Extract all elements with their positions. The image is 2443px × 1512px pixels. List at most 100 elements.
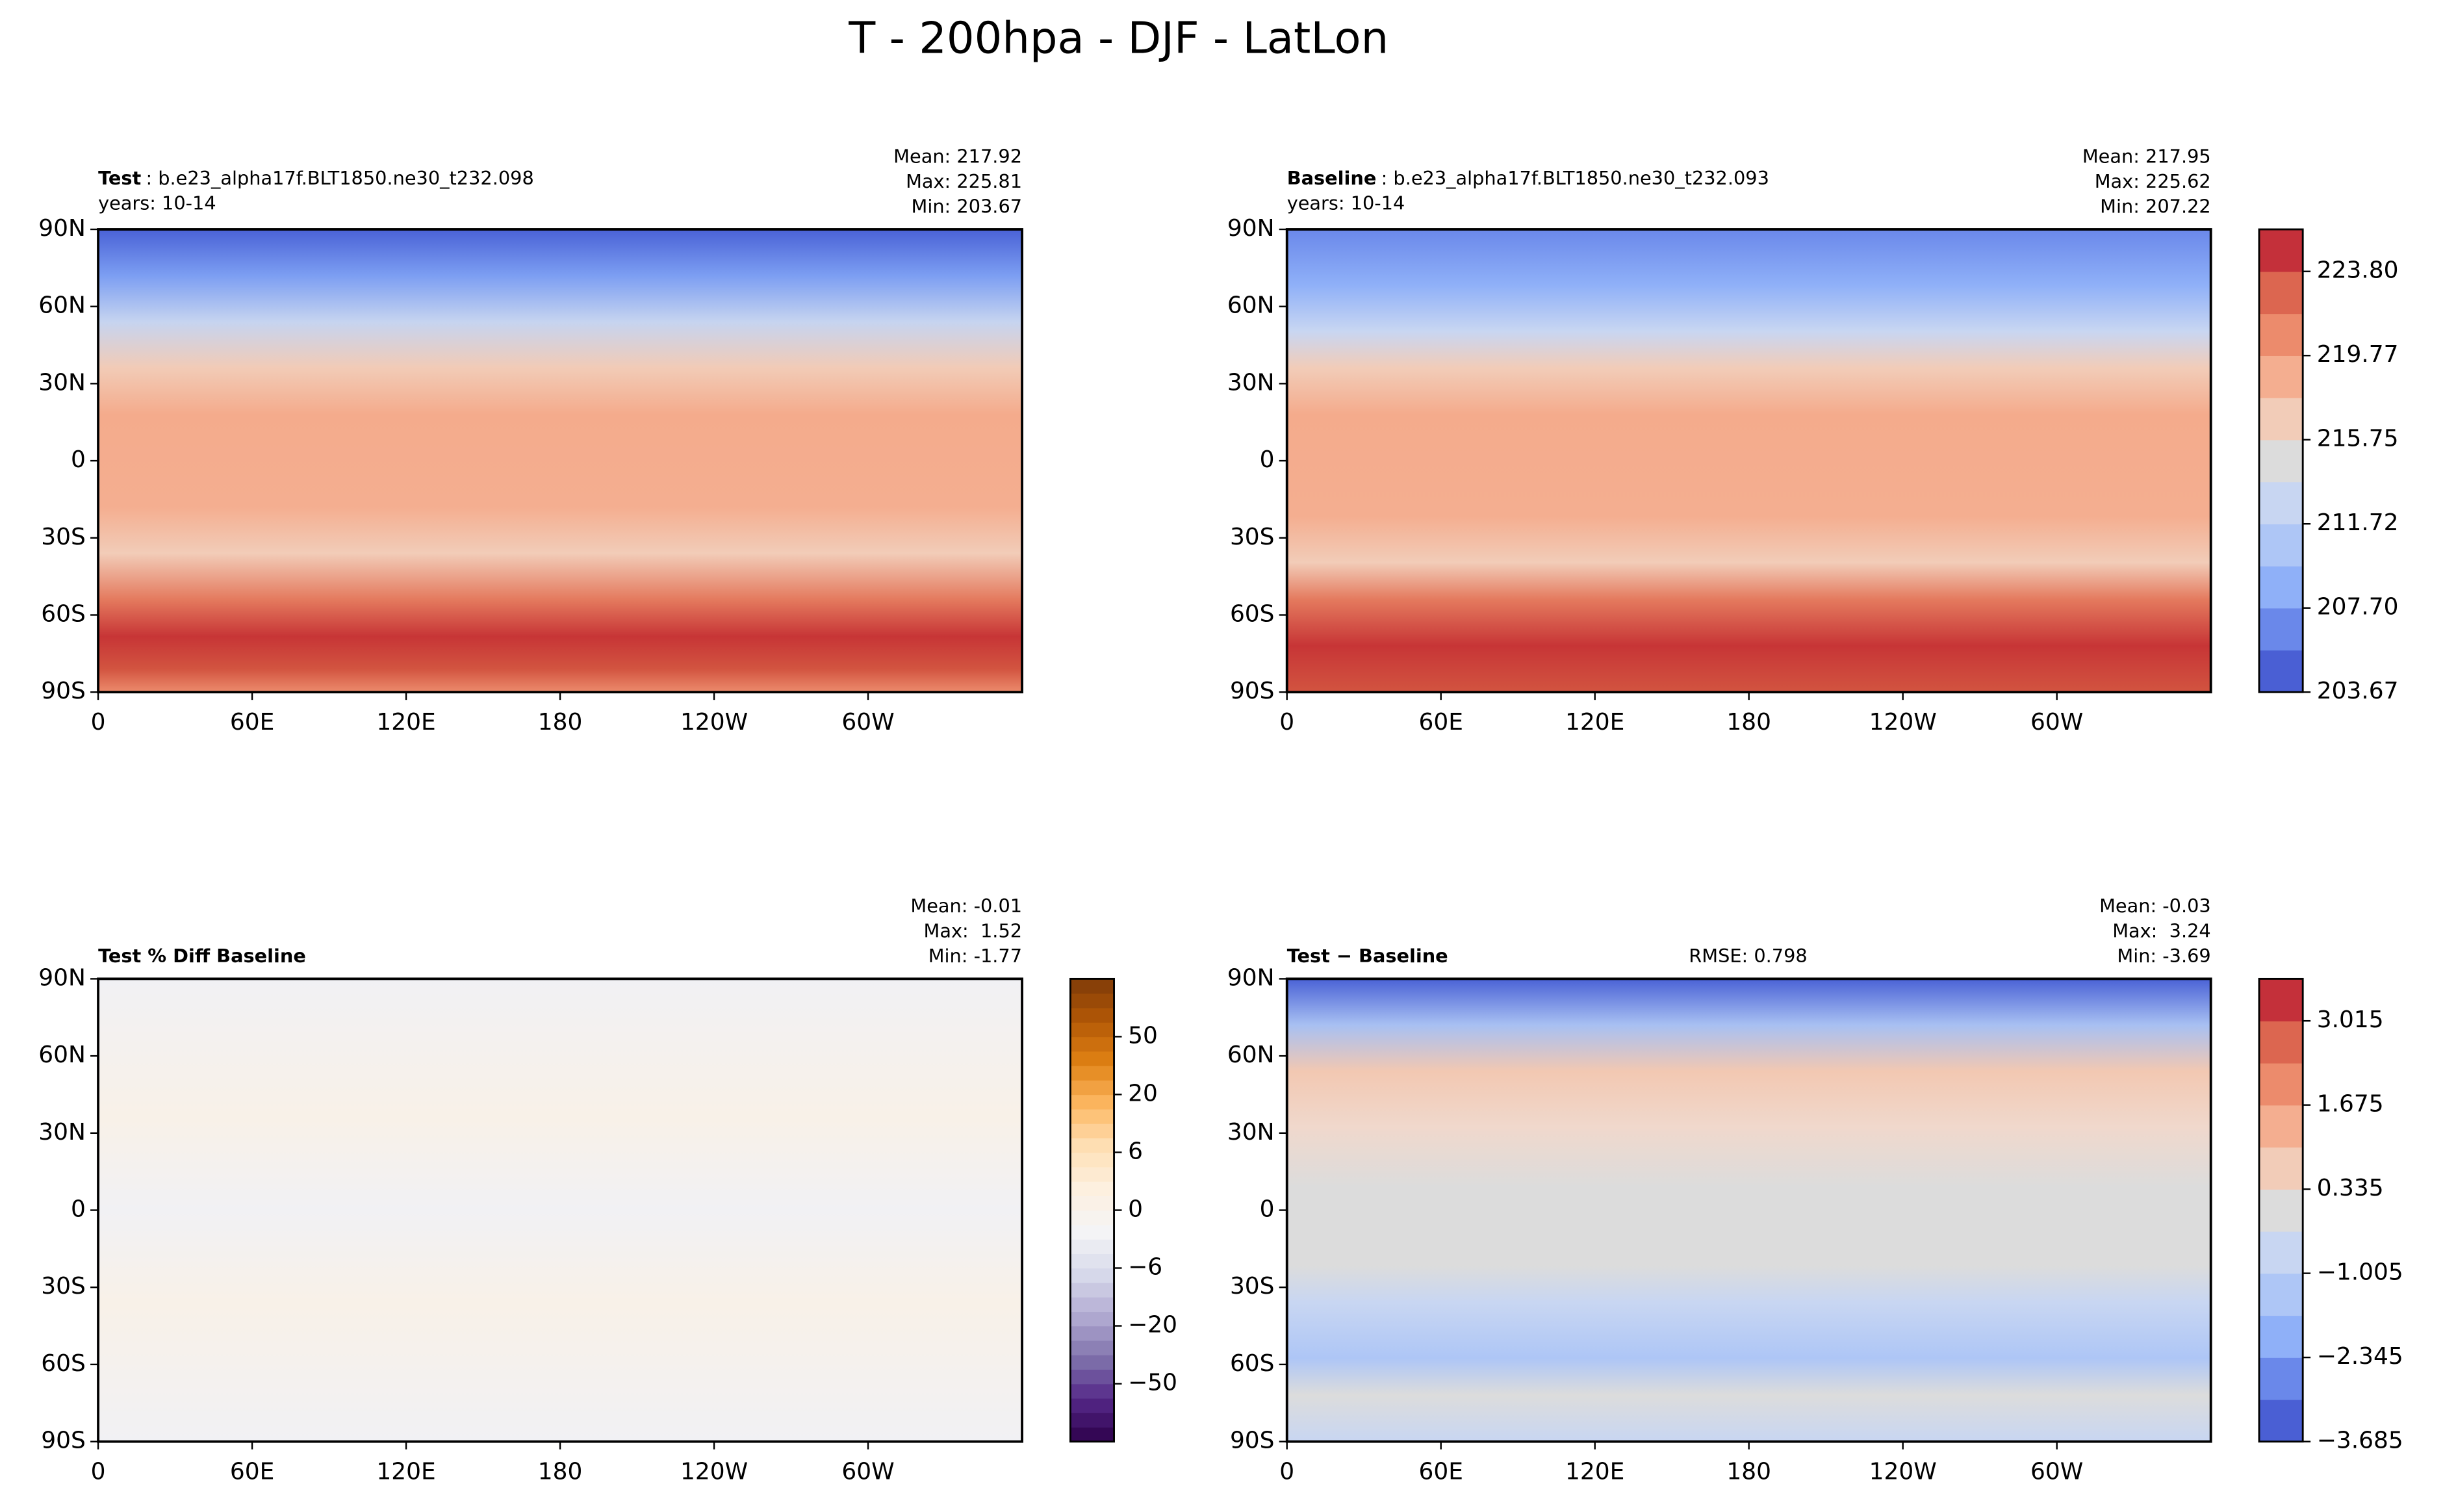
colorbar-band [2259,1315,2303,1358]
colorbar-tick-label: 50 [1128,1022,1158,1049]
colorbar-band [2259,397,2303,441]
colorbar-band [1070,1036,1114,1052]
panel-header: Test: b.e23_alpha17f.BLT1850.ne30_t232.0… [98,167,534,189]
colorbar-band [1070,1326,1114,1341]
y-tick-label: 60S [41,600,86,627]
y-tick-label: 0 [1260,1196,1275,1223]
colorbar-tick-label: −50 [1128,1370,1177,1396]
x-tick-label: 60W [841,709,894,736]
colorbar-band [1070,1123,1114,1138]
colorbar-band [1070,1369,1114,1385]
colorbar-tick-label: −2.345 [2317,1343,2403,1370]
x-tick-label: 60W [841,1459,894,1485]
panel-stat: Max: 225.62 [2095,170,2211,192]
x-tick-label: 120W [1869,709,1937,736]
x-tick-label: 180 [538,1459,583,1485]
colorbar-band [1070,1108,1114,1124]
colorbar-band [1070,1051,1114,1066]
colorbar-tick-label: 1.675 [2317,1091,2384,1118]
colorbar-band [2259,1273,2303,1316]
x-tick-label: 60W [2030,1459,2083,1485]
y-tick-label: 30S [1230,524,1275,550]
x-tick-label: 120W [680,709,748,736]
colorbar-band [2259,1062,2303,1106]
colorbar-tick-label: 203.67 [2317,678,2399,704]
x-tick-label: 60E [1418,709,1463,736]
x-tick-label: 0 [1279,709,1294,736]
x-tick-label: 180 [1726,1459,1771,1485]
y-tick-label: 30S [41,1273,86,1300]
y-tick-label: 30N [1227,1119,1275,1146]
colorbar-tick-label: 215.75 [2317,426,2399,452]
x-tick-label: 120W [1869,1459,1937,1485]
colorbar-band [1070,1152,1114,1168]
colorbar-band [2259,979,2303,1021]
colorbar-tick-label: 6 [1128,1138,1143,1164]
x-tick-label: 120W [680,1459,748,1485]
map-field [98,229,1023,693]
colorbar-tick-label: 207.70 [2317,594,2399,621]
panel-header-part: Baseline [1287,167,1377,189]
panel-stat: Min: -3.69 [2117,945,2210,967]
colorbar-tick-label: 3.015 [2317,1006,2384,1033]
colorbar-band [1070,1340,1114,1355]
y-tick-label: 30S [41,524,86,550]
figure-title: T - 200hpa - DJF - LatLon [848,12,1388,63]
y-tick-label: 30N [1227,369,1275,396]
map-field [98,979,1023,1442]
colorbar-tick-label: −1.005 [2317,1259,2403,1286]
colorbar-band [1070,1138,1114,1153]
y-tick-label: 60N [1227,292,1275,319]
colorbar-band [2259,439,2303,483]
x-tick-label: 180 [1726,709,1771,736]
colorbar-tick-label: −3.685 [2317,1428,2403,1454]
map-field [1286,979,2211,1442]
panel-header: Test − Baseline [1287,945,1448,967]
x-tick-label: 180 [538,709,583,736]
colorbar-band [2259,650,2303,693]
x-tick-label: 120E [1565,709,1624,736]
colorbar-band [2259,1105,2303,1148]
y-tick-label: 90S [1230,1428,1275,1454]
colorbar-band [1070,1311,1114,1327]
y-tick-label: 30S [1230,1273,1275,1300]
x-tick-label: 60E [1418,1459,1463,1485]
colorbar-tick-label: 223.80 [2317,257,2399,284]
colorbar-band [2259,1147,2303,1190]
panel-stat: Min: -1.77 [928,945,1022,967]
panel-header-part: : b.e23_alpha17f.BLT1850.ne30_t232.093 [1381,167,1769,189]
colorbar-tick-label: −20 [1128,1312,1177,1339]
colorbar-band [2259,608,2303,651]
panel-years: years: 10-14 [1287,192,1405,214]
y-tick-label: 0 [71,1196,86,1223]
panel-stat: Mean: -0.01 [910,895,1022,917]
y-tick-label: 60N [38,292,86,319]
x-tick-label: 60E [230,709,274,736]
y-tick-label: 60N [1227,1042,1275,1068]
panel-header: Baseline: b.e23_alpha17f.BLT1850.ne30_t2… [1287,167,1769,189]
panel-rmse: RMSE: 0.798 [1689,945,1807,967]
colorbar-band [1070,1196,1114,1211]
colorbar-band [1070,1413,1114,1428]
x-tick-label: 120E [376,709,435,736]
colorbar-band [2259,355,2303,398]
colorbar-band [2259,1231,2303,1274]
colorbar-band [1070,1282,1114,1298]
panel-stat: Max: 1.52 [924,919,1023,942]
y-tick-label: 90N [38,964,86,991]
colorbar-band [1070,1297,1114,1313]
panel-stat: Mean: -0.03 [2099,895,2211,917]
colorbar-tick-label: 211.72 [2317,509,2399,536]
y-tick-label: 60N [38,1042,86,1068]
y-tick-label: 60S [1230,600,1275,627]
y-tick-label: 60S [41,1350,86,1377]
x-tick-label: 60W [2030,709,2083,736]
panel-stat: Min: 207.22 [2100,195,2211,217]
panel-header-part: Test − Baseline [1287,945,1448,967]
colorbar-band [1070,1065,1114,1081]
y-tick-label: 90S [1230,678,1275,704]
panel-stat: Max: 225.81 [906,170,1022,192]
x-tick-label: 0 [91,1459,106,1485]
